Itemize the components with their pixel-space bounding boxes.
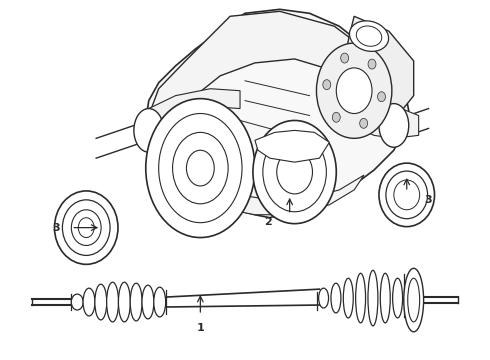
Text: 2: 2 — [264, 217, 271, 227]
Ellipse shape — [394, 180, 419, 210]
Polygon shape — [149, 11, 394, 145]
Ellipse shape — [54, 191, 118, 264]
Ellipse shape — [356, 273, 366, 323]
Ellipse shape — [154, 287, 166, 317]
Ellipse shape — [317, 43, 392, 138]
Ellipse shape — [187, 150, 214, 186]
Ellipse shape — [368, 270, 378, 326]
Ellipse shape — [356, 26, 382, 46]
Ellipse shape — [119, 282, 130, 322]
Ellipse shape — [392, 278, 403, 318]
Polygon shape — [255, 130, 329, 162]
Ellipse shape — [146, 99, 255, 238]
Polygon shape — [357, 105, 418, 138]
Ellipse shape — [332, 112, 340, 122]
Ellipse shape — [368, 59, 376, 69]
Ellipse shape — [277, 150, 313, 194]
Ellipse shape — [83, 288, 95, 316]
Ellipse shape — [380, 273, 390, 323]
Text: 1: 1 — [196, 323, 204, 333]
Ellipse shape — [95, 284, 107, 320]
Ellipse shape — [107, 282, 119, 322]
Ellipse shape — [408, 278, 419, 322]
Ellipse shape — [72, 210, 101, 246]
Ellipse shape — [318, 288, 329, 308]
Text: 3: 3 — [425, 195, 432, 205]
Polygon shape — [339, 16, 414, 130]
Ellipse shape — [360, 118, 368, 128]
Ellipse shape — [386, 171, 428, 219]
Text: 3: 3 — [52, 222, 60, 233]
Ellipse shape — [379, 104, 409, 147]
Ellipse shape — [343, 278, 353, 318]
Ellipse shape — [130, 283, 142, 321]
Ellipse shape — [71, 294, 83, 310]
Polygon shape — [149, 89, 240, 125]
Polygon shape — [169, 175, 364, 215]
Ellipse shape — [349, 21, 389, 51]
Ellipse shape — [263, 132, 326, 212]
Ellipse shape — [341, 53, 348, 63]
Ellipse shape — [404, 268, 424, 332]
Ellipse shape — [377, 92, 386, 102]
Ellipse shape — [323, 80, 331, 90]
Ellipse shape — [142, 285, 154, 319]
Ellipse shape — [379, 163, 435, 227]
Ellipse shape — [331, 283, 341, 313]
Ellipse shape — [336, 68, 372, 113]
Ellipse shape — [62, 200, 110, 255]
Ellipse shape — [172, 132, 228, 204]
Polygon shape — [146, 9, 409, 218]
Ellipse shape — [253, 121, 336, 224]
Ellipse shape — [78, 218, 94, 238]
Ellipse shape — [159, 113, 242, 223]
Ellipse shape — [134, 109, 164, 152]
